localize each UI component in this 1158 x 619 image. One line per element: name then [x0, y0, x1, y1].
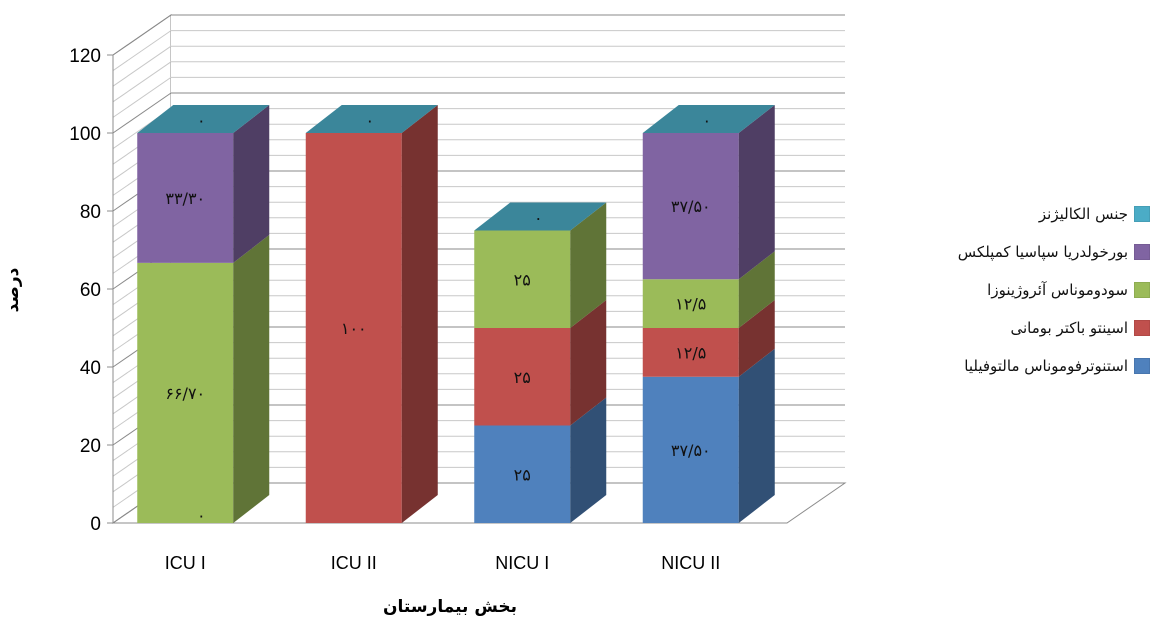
bar-segment: [137, 133, 234, 263]
data-label: ۰: [534, 209, 543, 228]
x-tick-label: NICU I: [495, 553, 549, 573]
bar-top: [137, 105, 270, 133]
chart-legend: جنس الکالیژنز بورخولدریا سپاسیا کمپلکس سود…: [888, 195, 1150, 385]
gridline-side: [112, 45, 172, 87]
legend-label: جنس الکالیژنز: [1038, 205, 1128, 223]
bar-segment-side: [738, 300, 775, 377]
gridline-side: [112, 30, 172, 72]
legend-item: سودوموناس آئروژینوزا: [888, 271, 1150, 309]
bar-segment: [474, 230, 571, 328]
bar-segment-side: [738, 348, 775, 523]
legend-swatch: [1134, 358, 1150, 374]
legend-item: استنوترفوموناس مالتوفیلیا: [888, 347, 1150, 385]
legend-swatch: [1134, 206, 1150, 222]
legend-item: بورخولدریا سپاسیا کمپلکس: [888, 233, 1150, 271]
data-label: ۱۰۰: [341, 319, 367, 338]
x-tick-label: ICU II: [331, 553, 377, 573]
data-label: ۶۶/۷۰: [165, 384, 205, 403]
data-label: ۲۵: [514, 368, 531, 387]
bar-segment: [642, 376, 739, 523]
data-label: ۳۷/۵۰: [671, 441, 711, 460]
bar-segment-side: [401, 105, 438, 523]
data-label: ۳۳/۳۰: [165, 189, 205, 208]
gridline-side: [112, 61, 172, 103]
data-label: ۲۵: [514, 270, 531, 289]
bar-segment-side: [738, 251, 775, 328]
gridline-side: [112, 14, 172, 56]
legend-item: اسینتو باکتر بومانی: [888, 309, 1150, 347]
bar-segment-side: [570, 300, 607, 426]
y-tick-label: 120: [69, 46, 101, 67]
data-label: ۰: [197, 506, 206, 525]
x-tick-label: NICU II: [661, 553, 720, 573]
legend-swatch: [1134, 244, 1150, 260]
chart-axes: 0 20 40 60 80 100 120 ICU I ICU II NICU I NICU II: [69, 46, 720, 573]
bar-segment: [474, 328, 571, 426]
legend-label: سودوموناس آئروژینوزا: [987, 281, 1128, 299]
gridline-side: [112, 76, 172, 118]
bar-segment: [305, 133, 402, 523]
legend-item: جنس الکالیژنز: [888, 195, 1150, 233]
bar-top: [642, 105, 775, 133]
bar-stack-icu-i: ۰ ۶۶/۷۰ ۳۳/۳۰ ۰: [137, 105, 270, 525]
bar-stack-icu-ii: ۱۰۰ ۰: [305, 105, 438, 523]
legend-label: استنوترفوموناس مالتوفیلیا: [964, 357, 1128, 375]
bar-segment: [642, 328, 739, 377]
bar-segment-side: [570, 397, 607, 523]
y-axis-title: درصد: [3, 267, 23, 312]
y-tick-label: 40: [80, 358, 101, 379]
bar-top: [474, 202, 607, 231]
x-axis-title: بخش بیمارستان: [383, 597, 517, 617]
legend-label: اسینتو باکتر بومانی: [1010, 319, 1129, 337]
bar-top: [305, 105, 438, 133]
x-tick-label: ICU I: [165, 553, 206, 573]
data-label: ۱۲/۵: [675, 343, 706, 362]
data-label: ۰: [702, 111, 711, 130]
legend-label: بورخولدریا سپاسیا کمپلکس: [957, 243, 1128, 261]
bar-stack-nicu-ii: ۳۷/۵۰ ۱۲/۵ ۱۲/۵ ۳۷/۵۰ ۰: [642, 105, 775, 523]
bar-segment-side: [233, 105, 270, 263]
data-label: ۲۵: [514, 465, 531, 484]
bar-segment: [642, 133, 739, 280]
bar-segment: [642, 279, 739, 328]
bar-segment-side: [233, 234, 270, 523]
y-tick-label: 20: [80, 436, 101, 457]
gridline-side: [112, 92, 172, 134]
bar-segment: [474, 425, 571, 523]
y-tick-label: 60: [80, 280, 101, 301]
legend-swatch: [1134, 282, 1150, 298]
data-label: ۰: [365, 111, 374, 130]
data-label: ۳۷/۵۰: [671, 197, 711, 216]
data-label: ۱۲/۵: [675, 295, 706, 314]
bar-segment-side: [738, 105, 775, 280]
y-tick-label: 100: [69, 124, 101, 145]
y-tick-label: 80: [80, 202, 101, 223]
bar-segment-side: [570, 202, 607, 328]
legend-swatch: [1134, 320, 1150, 336]
y-tick-label: 0: [90, 514, 101, 535]
data-label: ۰: [197, 111, 206, 130]
bar-stack-nicu-i: ۲۵ ۲۵ ۲۵ ۰: [474, 202, 607, 523]
bar-segment: [137, 262, 234, 523]
chart-bars: ۰۶۶/۷۰۳۳/۳۰۰۱۰۰۰۲۵۲۵۲۵۰۳۷/۵۰۱۲/۵۱۲/۵۳۷/۵…: [137, 105, 775, 525]
